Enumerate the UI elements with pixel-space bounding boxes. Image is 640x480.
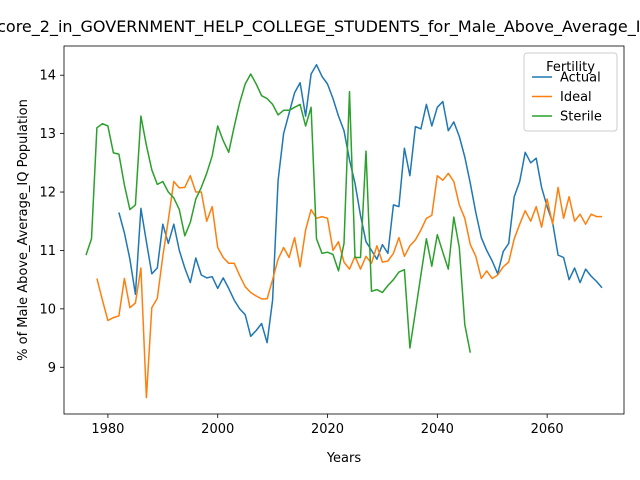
y-axis-label: % of Male Above_Average_IQ Population [16,99,31,361]
legend: Fertility Actual Ideal Sterile [523,52,618,132]
legend-label: Actual [560,71,601,86]
x-tick-label: 2060 [531,422,564,437]
y-tick-label: 9 [48,361,56,376]
plot-area [85,63,603,399]
legend-label: Ideal [560,90,592,105]
y-tick-label: 12 [39,186,56,201]
x-tick-label: 1980 [91,422,124,437]
y-tick-label: 13 [39,127,56,142]
y-tick-label: 11 [39,244,56,259]
legend-box [523,52,618,132]
series-line-sterile [85,73,472,353]
y-tick-label: 14 [39,69,56,84]
y-axis: 9 10 11 12 13 14 [39,69,64,376]
x-axis-label: Years [326,451,362,466]
series-line-ideal [96,172,602,399]
legend-title: Fertility [546,60,595,75]
x-tick-label: 2040 [421,422,454,437]
series-line-actual [118,63,603,344]
x-axis: 1980 2000 2020 2040 2060 [91,414,564,437]
x-tick-label: 2000 [201,422,234,437]
y-tick-label: 10 [39,302,56,317]
legend-label: Sterile [560,110,602,125]
x-tick-label: 2020 [311,422,344,437]
axes-frame [63,45,625,415]
chart-title: Score_2_in_GOVERNMENT_HELP_COLLEGE_STUDE… [0,17,640,37]
